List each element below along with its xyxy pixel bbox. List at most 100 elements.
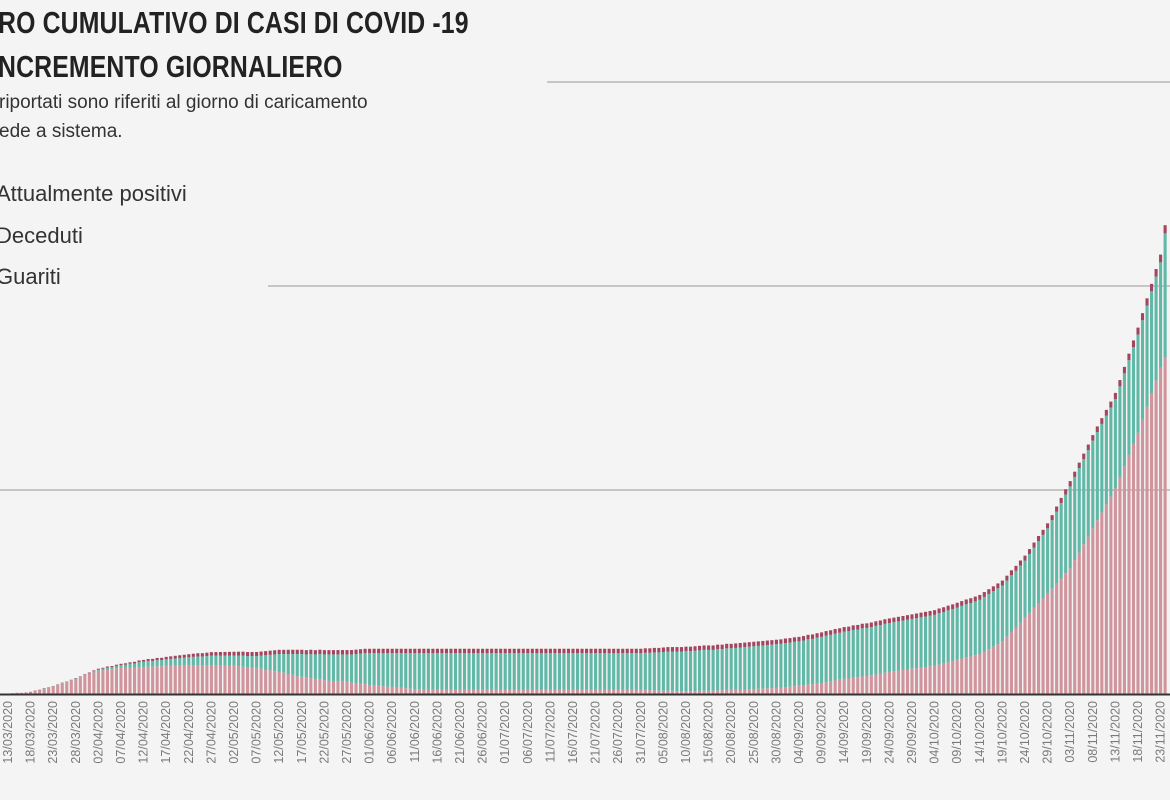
bar-segment-deceduti <box>1059 497 1063 504</box>
bar-segment-guariti <box>575 653 580 690</box>
bar-segment-deceduti <box>594 648 598 654</box>
bar-segment-guariti <box>1064 494 1068 574</box>
bar-segment-guariti <box>652 652 656 691</box>
bar-segment-attualmente-positivi <box>119 667 123 694</box>
bar-segment-attualmente-positivi <box>178 665 182 694</box>
bar-segment-attualmente-positivi <box>919 667 923 694</box>
bar-segment-attualmente-positivi <box>1059 578 1063 694</box>
bar-segment-guariti <box>919 617 923 668</box>
bar-segment-guariti <box>87 673 91 675</box>
x-tick-label: 11/07/2020 <box>543 701 557 763</box>
bar-segment-guariti <box>557 653 561 690</box>
bar-segment-attualmente-positivi <box>883 672 887 694</box>
bar-segment-deceduti <box>951 604 955 610</box>
bar-segment-attualmente-positivi <box>1000 641 1004 694</box>
bar-segment-guariti <box>1150 291 1154 394</box>
bar-segment-guariti <box>494 653 498 690</box>
bar-segment-guariti <box>621 653 625 690</box>
bar-segment-deceduti <box>1041 529 1045 535</box>
bar-segment-guariti <box>241 655 245 667</box>
x-tick-labels: 13/03/2020 18/03/2020 23/03/2020 28/03/2020… <box>1 701 1168 764</box>
bar-segment-attualmente-positivi <box>811 684 815 694</box>
bar-segment-deceduti <box>1145 298 1149 306</box>
bar-segment-deceduti <box>462 648 467 654</box>
bar-segment-attualmente-positivi <box>625 689 629 694</box>
bar-segment-deceduti <box>282 649 286 655</box>
bar-segment-attualmente-positivi <box>1027 612 1032 694</box>
bar-segment-attualmente-positivi <box>969 656 973 694</box>
bar-segment-attualmente-positivi <box>752 689 756 694</box>
bar-segment-deceduti <box>982 592 986 597</box>
bar-segment-attualmente-positivi <box>788 686 792 694</box>
bar-segment-deceduti <box>964 599 968 605</box>
bar-segment-guariti <box>368 653 372 686</box>
bar-segment-attualmente-positivi <box>133 667 137 694</box>
bar-segment-guariti <box>417 653 421 690</box>
bar-segment-deceduti <box>652 647 656 653</box>
bar-segment-guariti <box>1068 486 1072 569</box>
bar-segment-deceduti <box>512 648 516 654</box>
bar-segment-deceduti <box>544 648 548 654</box>
bar-segment-deceduti <box>851 625 855 630</box>
bar-segment-deceduti <box>1163 225 1167 234</box>
bar-segment-deceduti <box>1055 506 1059 512</box>
bar-segment-guariti <box>114 665 119 669</box>
bar-segment-attualmente-positivi <box>711 690 715 694</box>
bar-segment-deceduti <box>119 663 123 666</box>
bar-segment-deceduti <box>499 648 503 654</box>
bar-segment-guariti <box>887 623 891 672</box>
bar-segment-guariti <box>1091 440 1095 529</box>
x-tick-label: 24/09/2020 <box>882 701 896 764</box>
bar-segment-attualmente-positivi <box>648 690 652 694</box>
bar-segment-deceduti <box>160 657 164 661</box>
bar-segment-deceduti <box>431 648 435 654</box>
bar-segment-deceduti <box>883 619 887 624</box>
bar-segment-deceduti <box>105 666 109 668</box>
bar-segment-deceduti <box>847 626 851 632</box>
bar-segment-deceduti <box>666 647 670 652</box>
bar-segment-attualmente-positivi <box>160 666 164 694</box>
bar-segment-deceduti <box>223 651 227 656</box>
bar-segment-attualmente-positivi <box>246 667 250 694</box>
bar-segment-attualmente-positivi <box>910 668 914 694</box>
bar-segment-deceduti <box>182 654 186 658</box>
bar-segment-deceduti <box>417 648 421 654</box>
bar-segment-guariti <box>340 654 345 682</box>
bar-segment-deceduti <box>345 650 349 655</box>
bar-segment-deceduti <box>368 648 372 654</box>
bar-segment-attualmente-positivi <box>214 665 218 694</box>
bar-segment-deceduti <box>1104 409 1108 416</box>
bar-segment-attualmente-positivi <box>47 687 51 694</box>
bar-segment-deceduti <box>575 648 580 654</box>
bar-segment-guariti <box>756 645 760 689</box>
bar-segment-deceduti <box>83 674 87 675</box>
bar-segment-guariti <box>259 655 263 669</box>
bar-segment-guariti <box>110 667 114 670</box>
bar-segment-attualmente-positivi <box>1077 552 1081 694</box>
bar-segment-deceduti <box>960 601 964 606</box>
bar-segment-deceduti <box>896 616 900 622</box>
bar-segment-deceduti <box>264 651 268 656</box>
x-tick-label: 02/05/2020 <box>227 701 241 764</box>
bar-segment-attualmente-positivi <box>833 680 837 694</box>
bar-segment-deceduti <box>1131 340 1136 348</box>
bar-segment-attualmente-positivi <box>725 689 729 694</box>
bar-segment-deceduti <box>720 644 724 650</box>
bar-segment-deceduti <box>612 648 616 654</box>
bar-segment-guariti <box>214 655 218 666</box>
bar-segment-guariti <box>783 643 787 688</box>
bar-segment-deceduti <box>521 648 525 654</box>
chart-note-line-1: riportati sono riferiti al giorno di car… <box>0 92 368 113</box>
bar-segment-attualmente-positivi <box>670 690 674 694</box>
bar-segment-deceduti <box>729 643 733 649</box>
bar-segment-guariti <box>657 652 661 691</box>
bar-segment-deceduti <box>616 648 620 654</box>
bar-segment-attualmente-positivi <box>1005 636 1009 694</box>
bar-segment-attualmente-positivi <box>544 689 548 694</box>
x-tick-label: 29/09/2020 <box>905 701 919 764</box>
bar-segment-guariti <box>426 653 430 690</box>
bar-segment-guariti <box>1037 541 1041 604</box>
x-tick-label: 31/07/2020 <box>634 701 648 764</box>
bar-segment-attualmente-positivi <box>196 665 200 694</box>
bar-segment-attualmente-positivi <box>557 689 561 694</box>
